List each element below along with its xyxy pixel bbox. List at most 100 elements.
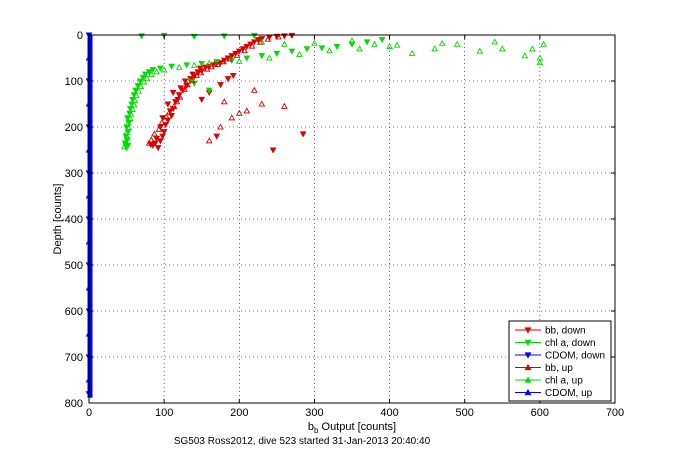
y-axis-title: Depth [counts] bbox=[52, 184, 64, 255]
chla-point bbox=[145, 69, 153, 76]
bb-point bbox=[250, 86, 258, 93]
bb-point bbox=[166, 108, 173, 115]
chla-point bbox=[153, 68, 160, 75]
bb-point bbox=[281, 102, 288, 109]
plot-area: 0 100 200 300 400 500 600 700 0 100 200 300 400 500 6… bbox=[65, 30, 625, 419]
chla-point bbox=[348, 41, 356, 48]
legend-label: chl a, up bbox=[545, 376, 583, 387]
legend-label: CDOM, down bbox=[545, 351, 605, 362]
x-tick-label: 400 bbox=[380, 407, 398, 419]
bb-point bbox=[181, 78, 189, 85]
chla-point bbox=[528, 45, 536, 52]
bb-point bbox=[229, 72, 237, 80]
chla-point bbox=[130, 101, 138, 108]
chla-point bbox=[205, 59, 213, 66]
legend-label: bb, up bbox=[545, 363, 573, 374]
chla-point bbox=[476, 47, 484, 54]
bb-point bbox=[264, 35, 272, 42]
chla-point bbox=[168, 63, 176, 70]
chla-point bbox=[536, 59, 544, 66]
bb-point bbox=[159, 133, 167, 140]
x-tick-label: 700 bbox=[606, 407, 624, 419]
legend-marker bbox=[524, 327, 532, 334]
chla-point bbox=[281, 40, 288, 47]
chla-point bbox=[134, 83, 142, 90]
bb-point bbox=[258, 100, 266, 107]
bb-point bbox=[203, 65, 211, 72]
chla-point bbox=[408, 49, 416, 56]
bb-point bbox=[208, 63, 215, 70]
chla-point bbox=[124, 119, 132, 126]
chla-point bbox=[258, 38, 266, 45]
legend-box bbox=[508, 320, 612, 402]
bb-point bbox=[148, 136, 155, 143]
bb-point bbox=[184, 81, 191, 88]
figure-caption: SG503 Ross2012, dive 523 started 31-Jan-… bbox=[174, 436, 431, 447]
chla-point bbox=[386, 42, 393, 50]
x-tick-label: 200 bbox=[230, 407, 248, 419]
chla-point bbox=[198, 60, 206, 68]
chla-point bbox=[265, 54, 273, 61]
bb-point bbox=[235, 48, 243, 55]
chla-point bbox=[122, 138, 130, 145]
chla-point bbox=[183, 62, 191, 69]
bb-point bbox=[177, 85, 185, 92]
bb-point bbox=[157, 138, 164, 145]
chla-point bbox=[318, 45, 326, 52]
bb-point bbox=[194, 69, 202, 76]
chla-point bbox=[160, 66, 168, 73]
grid-lines bbox=[89, 35, 615, 403]
y-tick-label: 600 bbox=[65, 306, 83, 318]
chla-point bbox=[273, 50, 281, 57]
chla-point bbox=[140, 78, 148, 85]
y-tick-label: 800 bbox=[65, 398, 83, 410]
y-tick-label: 200 bbox=[65, 122, 83, 134]
bb-point bbox=[274, 33, 282, 40]
bb-point bbox=[145, 139, 153, 146]
x-tick-label: 300 bbox=[305, 407, 323, 419]
y-tick-label: 0 bbox=[77, 30, 83, 42]
bb-point bbox=[228, 53, 236, 60]
chla-point bbox=[431, 45, 439, 52]
chla-point bbox=[363, 39, 371, 46]
chla-point bbox=[326, 47, 333, 54]
bb-point bbox=[299, 131, 307, 138]
bb-point bbox=[217, 123, 224, 130]
y-tick-label: 300 bbox=[65, 168, 83, 180]
chla-point bbox=[120, 143, 128, 150]
chla-point bbox=[498, 45, 506, 52]
chla-point bbox=[132, 92, 140, 99]
bb-point bbox=[164, 101, 172, 108]
chla-point bbox=[127, 110, 135, 117]
legend-marker bbox=[524, 363, 532, 371]
chla-point bbox=[521, 52, 529, 59]
x-axis-ticks: 0 100 200 300 400 500 600 700 bbox=[86, 35, 624, 419]
bb-point bbox=[226, 55, 233, 62]
chla-point bbox=[288, 48, 296, 55]
x-axis-title-main: b bbox=[308, 421, 314, 433]
legend-label: chl a, down bbox=[545, 338, 596, 349]
chla-point bbox=[311, 39, 318, 46]
x-axis-title-subscript: b bbox=[314, 426, 319, 435]
bb-point bbox=[158, 118, 166, 125]
chla-point bbox=[125, 124, 133, 131]
y-tick-label: 100 bbox=[65, 76, 83, 88]
bb-point bbox=[169, 89, 177, 97]
bb-point bbox=[189, 71, 197, 78]
bb-point bbox=[205, 137, 213, 144]
bb-point bbox=[235, 109, 243, 116]
chla-point bbox=[371, 40, 378, 47]
bb-point bbox=[269, 147, 277, 154]
chla-point bbox=[136, 78, 144, 85]
chla-point bbox=[190, 61, 198, 68]
bb-point bbox=[220, 58, 227, 65]
bb-point bbox=[256, 38, 264, 45]
y-tick-label: 700 bbox=[65, 352, 83, 364]
bb-point bbox=[151, 130, 158, 137]
chla-point bbox=[157, 65, 164, 72]
bb-point bbox=[197, 69, 205, 76]
chla-point bbox=[540, 40, 547, 47]
